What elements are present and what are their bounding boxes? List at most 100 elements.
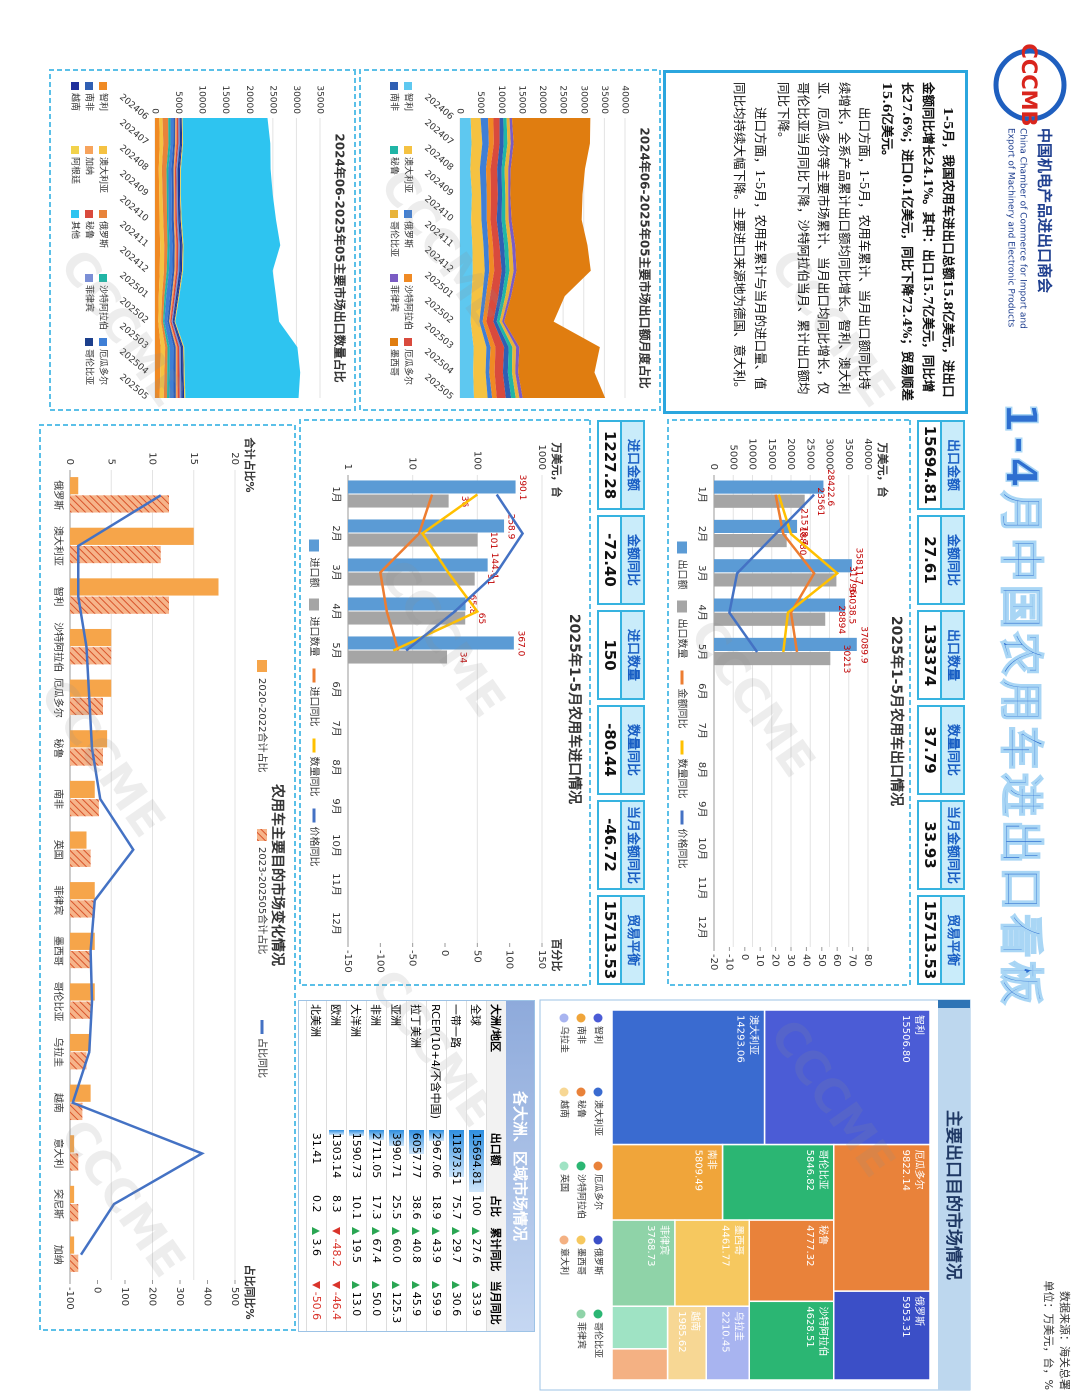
chart-title: 2025年1-5月农用车进口情况 [566, 614, 583, 804]
cell-text: 31.41 [310, 1132, 323, 1165]
table-cell: 全球 [466, 1001, 487, 1130]
cell-text: 60.0 [390, 1238, 403, 1263]
cell-text: 15694.81 [470, 1132, 483, 1186]
treemap-cell [611, 1348, 669, 1381]
table: 大洲/地区 出口额 占比 累计同比 当月同比 全球 15694.81 100 27.6 33.9 一… [306, 1001, 506, 1331]
table-row: 欧洲 1303.14 8.3 -48.2 -46.4 [326, 1001, 347, 1331]
x-tick-label: 9月 [696, 801, 708, 817]
trend-arrow [372, 1227, 380, 1236]
cell-text: 27.6 [470, 1238, 483, 1263]
data-label: 31796 [847, 566, 857, 595]
legend-label: 哥伦比亚 [593, 1322, 605, 1358]
data-label: 390.1 [517, 475, 527, 501]
summary-box: 1-5月，我国农用车进出口总额15.8亿美元，进出口金额同比增长24.1%。其中… [663, 70, 968, 414]
data-label: 37089.9 [858, 626, 868, 663]
cell-text: 1303.14 [330, 1132, 343, 1179]
cell-value: 4628.51 [804, 1306, 815, 1347]
y-tick-label: 30000 [291, 85, 301, 114]
y-tick-label: 20000 [244, 85, 254, 114]
y2-tick-label: 400 [202, 1287, 213, 1306]
treemap-header-accent [938, 1000, 970, 1008]
kpi-card: 数量同比 37.79 [917, 705, 965, 795]
y-axis-label: 合计占比% [243, 437, 257, 492]
table-cell: 59.9 [426, 1277, 447, 1331]
legend-label: 俄罗斯 [593, 1248, 605, 1275]
cell-text: 3.6 [310, 1238, 323, 1256]
kpi-value: 27.61 [921, 536, 939, 584]
bar [347, 611, 466, 625]
kpi-label: 数量同比 [620, 707, 643, 793]
summary-paragraph: 进口方面，1-5月，农用车累计与当月的进口量、值同比均持续大幅下降。主要进口来源… [732, 82, 768, 395]
bar [70, 799, 99, 817]
y-tick-label: 35000 [315, 85, 325, 114]
series-line [71, 494, 205, 1256]
bar [70, 1135, 75, 1153]
chart-frame [49, 69, 356, 411]
x-tick-label: 菲律宾 [52, 885, 65, 915]
y-tick-label: 5000 [475, 91, 485, 114]
bar [348, 650, 448, 664]
x-tick-label: 10月 [696, 837, 708, 860]
table-row: 北美洲 31.41 0.2 3.6 -50.6 [306, 1001, 327, 1331]
bar [713, 480, 824, 494]
bar [70, 932, 95, 950]
x-tick-label: 6月 [330, 681, 342, 697]
legend-symbol [85, 82, 93, 90]
kpi-value: 37.79 [921, 726, 939, 774]
area [504, 118, 606, 398]
legend-symbol [404, 210, 412, 218]
chart-title: 2024年06-2025年05主要市场出口额月度占比 [638, 127, 653, 388]
table-row: RCEP(10+4/不含中国) 2967.06 18.9 43.9 59.9 [426, 1001, 447, 1331]
y-tick-label: 40000 [862, 438, 873, 470]
cell-text: 40.8 [410, 1238, 423, 1263]
area [493, 118, 512, 398]
table-cell: 31.41 [306, 1129, 327, 1193]
y2-tick-label: 200 [147, 1287, 158, 1306]
chart-title: 农用车主要目的市场变化情况 [269, 783, 286, 966]
x-tick-label: 4月 [330, 603, 342, 619]
export-kpis: 出口金额 15694.81 金额同比 27.61 出口数量 133374 数量同比 37.79… [917, 420, 965, 985]
cell-label: 俄罗斯 [913, 1296, 926, 1326]
bar [70, 748, 103, 766]
y2-tick-label: -20 [708, 954, 719, 970]
area [169, 118, 178, 398]
kpi-value: -46.72 [601, 818, 619, 872]
bar [70, 1236, 75, 1254]
y2-tick-label: 100 [504, 950, 515, 969]
table-cell: 1303.14 [326, 1129, 347, 1193]
y-tick-label: 15000 [220, 85, 230, 114]
bar [713, 534, 787, 548]
legend-label: 南非 [576, 1026, 588, 1044]
bar [714, 598, 846, 612]
kpi-value: 133374 [921, 623, 939, 687]
x-tick-label: 7月 [696, 722, 708, 738]
legend-label: 厄瓜多尔 [593, 1174, 605, 1210]
cell-value: 2210.45 [719, 1311, 730, 1352]
kpi-label: 当月金额同比 [620, 802, 643, 888]
legend-symbol [71, 146, 79, 154]
x-tick-label: 202505 [117, 372, 150, 402]
chart-frame [359, 69, 661, 411]
legend-symbol [390, 82, 398, 90]
cell-text: 29.7 [450, 1238, 463, 1263]
x-tick-label: 厄瓜多尔 [52, 678, 65, 718]
trend-arrow [412, 1227, 420, 1236]
table-cell: 45.9 [406, 1277, 427, 1331]
kpi-value: 33.93 [921, 821, 939, 869]
legend-label: 秘鲁 [389, 157, 401, 175]
legend-symbol [71, 82, 79, 90]
x-tick-label: 南非 [52, 789, 65, 809]
legend-label: 数量同比 [308, 757, 321, 797]
x-tick-label: 英国 [52, 840, 65, 860]
kpi-label: 出口金额 [940, 422, 963, 508]
series-line [392, 493, 480, 652]
bar [70, 545, 161, 564]
summary-paragraph: 1-5月，我国农用车进出口总额15.8亿美元，进出口金额同比增长24.1%。其中… [880, 82, 956, 401]
legend-label: 俄罗斯 [98, 221, 110, 248]
area [175, 118, 301, 398]
treemap-title: 主要出口目的市场情况 [943, 1110, 964, 1280]
y-tick-label: 30000 [824, 438, 835, 470]
legend-label: 越南 [70, 93, 82, 111]
table-title: 各大洲、区域市场情况 [506, 1001, 534, 1331]
bar [713, 494, 805, 508]
